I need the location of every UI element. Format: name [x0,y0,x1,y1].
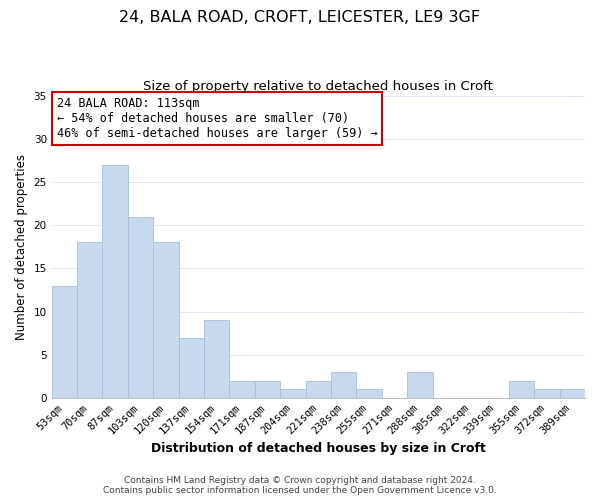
Bar [204,320,229,398]
Bar [77,242,103,398]
Bar [407,372,433,398]
Bar [52,286,77,398]
Bar [509,380,534,398]
Text: 24, BALA ROAD, CROFT, LEICESTER, LE9 3GF: 24, BALA ROAD, CROFT, LEICESTER, LE9 3GF [119,10,481,25]
Text: Contains HM Land Registry data © Crown copyright and database right 2024.
Contai: Contains HM Land Registry data © Crown c… [103,476,497,495]
Bar [534,390,560,398]
X-axis label: Distribution of detached houses by size in Croft: Distribution of detached houses by size … [151,442,486,455]
Bar [255,380,280,398]
Y-axis label: Number of detached properties: Number of detached properties [15,154,28,340]
Bar [560,390,585,398]
Bar [356,390,382,398]
Title: Size of property relative to detached houses in Croft: Size of property relative to detached ho… [143,80,493,93]
Bar [103,164,128,398]
Bar [179,338,204,398]
Bar [305,380,331,398]
Bar [331,372,356,398]
Bar [229,380,255,398]
Bar [128,216,153,398]
Bar [153,242,179,398]
Bar [280,390,305,398]
Text: 24 BALA ROAD: 113sqm
← 54% of detached houses are smaller (70)
46% of semi-detac: 24 BALA ROAD: 113sqm ← 54% of detached h… [57,97,377,140]
